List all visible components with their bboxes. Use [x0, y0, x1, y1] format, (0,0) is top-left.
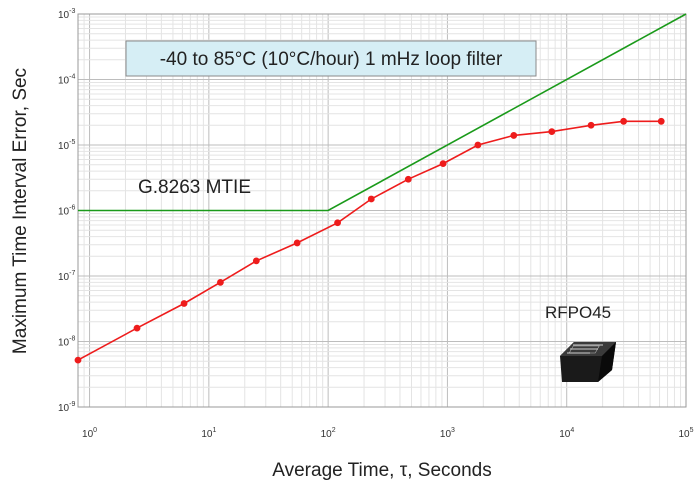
title-box: -40 to 85°C (10°C/hour) 1 mHz loop filte… — [125, 40, 537, 77]
data-point — [180, 300, 188, 307]
series-layer — [74, 13, 687, 364]
x-tick-label: 104 — [559, 427, 574, 440]
data-point — [293, 239, 301, 247]
data-point — [217, 278, 224, 286]
chart-title: -40 to 85°C (10°C/hour) 1 mHz loop filte… — [160, 49, 503, 70]
y-tick-label: 10-9 — [58, 401, 75, 414]
oscillator-chip-icon — [560, 342, 616, 382]
y-tick-label: 10-6 — [58, 205, 75, 218]
data-point — [474, 141, 482, 149]
data-point — [439, 160, 447, 168]
y-tick-label: 10-8 — [58, 336, 75, 349]
y-tick-label: 10-7 — [58, 270, 75, 283]
series-line-0 — [78, 13, 687, 212]
data-point — [74, 356, 82, 364]
device-annotation: RFPO45 — [545, 303, 611, 322]
title-box-bg — [125, 40, 537, 77]
x-tick-label: 101 — [201, 427, 216, 440]
x-axis-label: Average Time, τ, Seconds — [272, 460, 491, 481]
data-point — [367, 195, 375, 203]
x-tick-label: 102 — [321, 427, 336, 440]
data-point — [404, 175, 412, 183]
series-line-1 — [77, 120, 662, 361]
data-point — [133, 324, 141, 332]
x-tick-labels: 100 101 102 103 104 105 — [82, 427, 694, 440]
data-point — [548, 128, 556, 136]
data-point — [252, 257, 260, 265]
data-point — [334, 219, 341, 227]
x-tick-label: 103 — [440, 427, 455, 440]
y-tick-label: 10-5 — [58, 139, 75, 152]
x-tick-label: 105 — [678, 427, 693, 440]
mtie-annotation: G.8263 MTIE — [138, 177, 251, 198]
data-point — [657, 117, 665, 125]
data-point — [510, 132, 518, 139]
y-axis-label: Maximum Time Interval Error, Sec — [10, 68, 31, 354]
data-point — [620, 117, 628, 125]
y-tick-labels: 10-9 10-8 10-7 10-6 10-5 10-4 10-3 — [58, 8, 75, 414]
y-tick-label: 10-3 — [58, 8, 75, 21]
data-point — [587, 121, 595, 129]
y-tick-label: 10-4 — [58, 74, 75, 87]
x-tick-label: 100 — [82, 427, 97, 440]
